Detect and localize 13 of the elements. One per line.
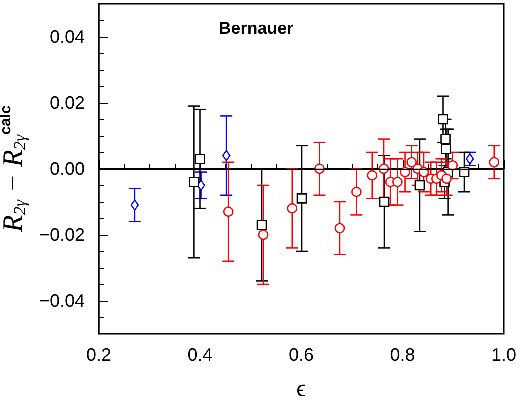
x-axis-title: ϵ [296, 376, 306, 402]
y-tick-label: 0.04 [50, 27, 85, 47]
x-tick-label: 1.0 [491, 345, 517, 365]
y-tick-label: −0.04 [39, 291, 85, 311]
x-tick-label: 0.6 [288, 345, 314, 365]
y-tick-label: 0.02 [50, 93, 85, 113]
annotation: Bernauer [219, 19, 294, 38]
x-tick-label: 0.4 [188, 345, 213, 365]
y-tick-label: 0.00 [50, 159, 85, 179]
y-tick-label: −0.02 [39, 225, 85, 245]
y-axis-title: R2γ − R2γcalc [0, 106, 30, 234]
x-tick-label: 0.2 [86, 345, 112, 365]
x-tick-label: 0.8 [390, 345, 416, 365]
